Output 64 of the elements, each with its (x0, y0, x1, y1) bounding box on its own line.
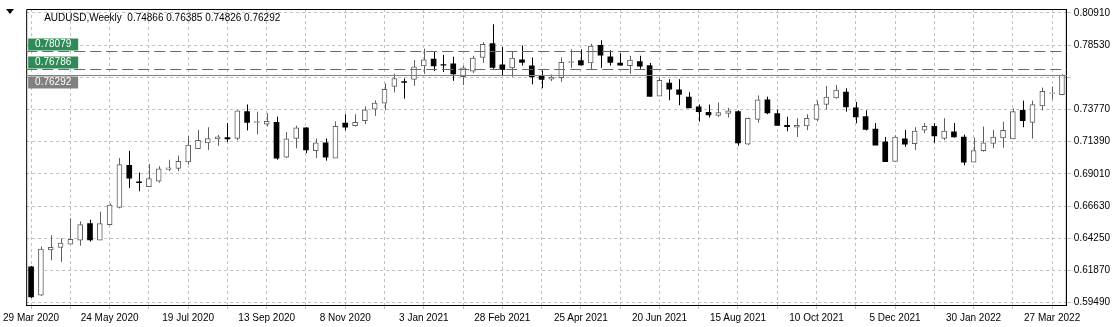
ref-line-label: 0.76786 (35, 56, 72, 68)
y-tick-label: 0.73770 (1073, 103, 1111, 115)
y-tick-label: 0.64250 (1073, 232, 1111, 244)
candlestick (528, 56, 535, 85)
x-tick-label: 24 May 2020 (80, 311, 139, 323)
x-tick-label: 30 Jan 2022 (946, 311, 1002, 323)
candlestick (450, 56, 457, 82)
candlestick (941, 117, 947, 141)
candlestick (666, 78, 673, 101)
y-tick-label: 0.59490 (1073, 296, 1111, 308)
candlestick (1000, 121, 1006, 149)
candlestick (96, 211, 103, 241)
candlestick (303, 126, 309, 154)
candlestick (911, 126, 918, 151)
x-tick-label: 13 Sep 2020 (238, 311, 296, 323)
candlestick (990, 129, 997, 149)
y-tick-label: 0.80910 (1073, 6, 1111, 18)
candlestick (1039, 87, 1046, 111)
x-tick-label: 8 Nov 2020 (319, 311, 372, 323)
candlestick (509, 51, 515, 78)
candlestick (195, 129, 201, 150)
x-tick-label: 19 Jul 2020 (162, 311, 215, 323)
candlestick (931, 122, 938, 144)
x-tick-label: 27 Mar 2022 (1024, 311, 1081, 323)
candlestick (882, 136, 889, 163)
candlestick (401, 78, 407, 100)
x-tick-label: 28 Feb 2021 (474, 311, 531, 323)
candlestick (185, 135, 191, 166)
y-tick-label: 0.69010 (1073, 167, 1111, 179)
candlestick (519, 44, 525, 67)
ref-line-label: 0.76292 (35, 76, 72, 88)
candlestick (892, 134, 898, 162)
candlestick (794, 117, 800, 138)
x-tick-label: 20 Jun 2021 (631, 311, 688, 323)
x-tick-label: 15 Aug 2021 (709, 311, 767, 323)
candlestick (420, 48, 427, 75)
y-tick-label: 0.71390 (1073, 135, 1111, 147)
candlestick (823, 85, 830, 111)
candlestick (87, 219, 93, 243)
candlestick (676, 78, 682, 106)
candlestick (57, 237, 64, 263)
x-tick-label: 29 Mar 2020 (3, 311, 60, 323)
candlestick (204, 126, 211, 151)
candlestick (843, 87, 849, 113)
candlestick (587, 43, 594, 70)
candlestick (146, 163, 152, 188)
candlestick (224, 122, 231, 143)
candlestick (244, 104, 250, 131)
x-tick-label: 5 Dec 2021 (869, 311, 922, 323)
y-tick-label: 0.66630 (1073, 199, 1111, 211)
candlestick (136, 172, 142, 192)
ref-line-label: 0.78079 (35, 38, 72, 50)
y-tick-label: 0.61870 (1073, 264, 1111, 276)
chart-title: AUDUSD,Weekly 0.74866 0.76385 0.74826 0.76292 (44, 11, 281, 23)
candlestick (312, 138, 319, 159)
x-tick-label: 25 Apr 2021 (553, 311, 609, 323)
candlestick (126, 150, 133, 189)
x-tick-label: 3 Jan 2021 (399, 311, 449, 323)
candlestick (852, 101, 859, 124)
candlestick (77, 220, 84, 247)
candlestick (293, 125, 299, 149)
x-tick-label: 10 Oct 2021 (789, 311, 845, 323)
y-tick-label: 0.78530 (1073, 38, 1111, 50)
candlestick (1019, 100, 1026, 128)
